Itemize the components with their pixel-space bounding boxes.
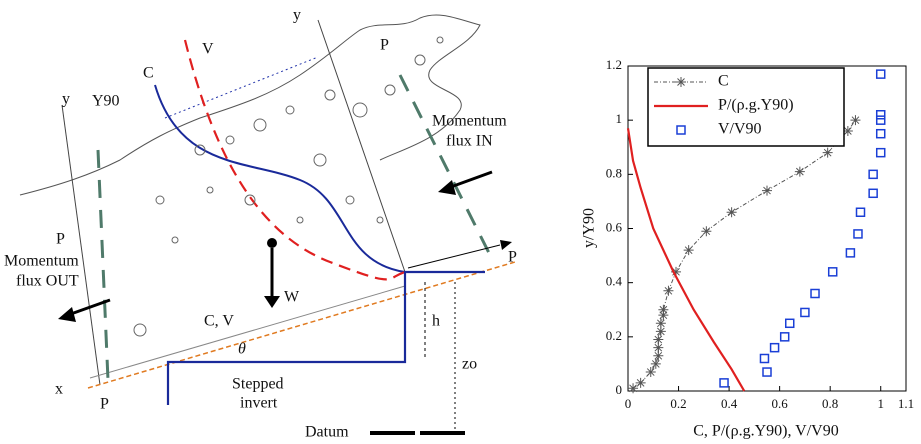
point	[846, 249, 854, 257]
point	[771, 344, 779, 352]
point	[720, 379, 728, 387]
y-tick-label: 0.8	[606, 165, 622, 180]
label: flux OUT	[16, 273, 79, 290]
label: Stepped	[232, 376, 284, 393]
point	[811, 290, 819, 298]
label: y	[293, 7, 301, 24]
x-tick-label: 0.8	[822, 396, 838, 411]
point	[869, 189, 877, 197]
point	[869, 170, 877, 178]
y-tick-label: 0.4	[606, 274, 623, 289]
arrow-head	[58, 307, 76, 322]
y-tick-label: 0.6	[606, 219, 623, 234]
figure: y y V C P P Y90 Momentum flux IN Momentu…	[0, 0, 921, 444]
label: W	[284, 289, 300, 306]
centroid	[267, 238, 277, 248]
point	[877, 116, 885, 124]
flux-in-arrow	[448, 172, 492, 188]
step	[168, 272, 485, 405]
label: h	[432, 313, 440, 330]
pressure-out	[98, 150, 108, 380]
point	[636, 378, 646, 388]
point	[656, 318, 666, 328]
label: Y90	[92, 93, 120, 110]
x-tick-label: 0.4	[721, 396, 738, 411]
point	[786, 319, 794, 327]
y-tick-label: 1	[616, 111, 623, 126]
point	[877, 130, 885, 138]
label: y	[62, 91, 70, 108]
label: invert	[240, 395, 278, 412]
series-line	[628, 128, 744, 391]
point	[823, 148, 833, 158]
arrow-head	[438, 180, 456, 195]
point	[684, 245, 694, 255]
y-axis-label: y/Y90	[581, 208, 598, 248]
x-tick-label: 1	[877, 396, 884, 411]
point	[658, 305, 668, 315]
legend-label: V/V90	[718, 121, 762, 138]
diagram-labels: y y V C P P Y90 Momentum flux IN Momentu…	[4, 7, 517, 441]
x-tick-label: 1.1	[898, 396, 914, 411]
label: P	[56, 231, 65, 248]
point	[663, 286, 673, 296]
label: Datum	[305, 424, 349, 441]
pressure-in	[400, 75, 490, 255]
point	[653, 335, 663, 345]
v-profile	[185, 40, 405, 279]
label: θ	[238, 341, 246, 358]
label: Momentum	[432, 113, 507, 130]
label: flux IN	[446, 133, 493, 150]
bed-line	[88, 262, 515, 388]
label: V	[202, 41, 214, 58]
diagram	[20, 15, 515, 433]
point	[760, 355, 768, 363]
free-surface	[20, 15, 480, 195]
y-tick-label: 0	[616, 382, 623, 397]
point	[763, 368, 771, 376]
x-tick-label: 0.6	[772, 396, 789, 411]
y-axis-right	[318, 20, 405, 272]
arrow-head	[264, 296, 280, 308]
x-axis-label: C, P/(ρ.g.Y90), V/V90	[693, 423, 838, 440]
point	[877, 149, 885, 157]
y-tick-label: 0.2	[606, 328, 622, 343]
point	[727, 207, 737, 217]
y-tick-label: 1.2	[606, 57, 622, 72]
label: x	[55, 381, 63, 398]
point	[781, 333, 789, 341]
label: C	[143, 65, 154, 82]
bed-line-2	[90, 286, 405, 378]
label: zo	[462, 356, 477, 373]
point	[801, 308, 809, 316]
x-tick-label: 0	[625, 396, 632, 411]
legend-marker	[676, 77, 686, 87]
label: P	[380, 37, 389, 54]
point	[628, 383, 638, 393]
legend-label: C	[718, 73, 729, 90]
point	[829, 268, 837, 276]
point	[762, 186, 772, 196]
point	[795, 167, 805, 177]
y90-line	[165, 57, 318, 118]
legend-label: P/(ρ.g.Y90)	[718, 97, 794, 114]
point	[651, 359, 661, 369]
x-tick-label: 0.2	[670, 396, 686, 411]
point	[646, 367, 656, 377]
label: Momentum	[4, 253, 79, 270]
label: P	[508, 249, 517, 266]
y-axis-left	[62, 105, 100, 385]
label: P	[100, 396, 109, 413]
point	[877, 111, 885, 119]
point	[854, 230, 862, 238]
c-profile	[155, 85, 405, 272]
point	[850, 115, 860, 125]
p-arrow	[408, 245, 500, 268]
point	[857, 208, 865, 216]
label: C, V	[204, 313, 234, 330]
chart: C, P/(ρ.g.Y90), V/V90 y/Y90 0 0.2 0.4 0.6 0.…	[581, 57, 914, 440]
point	[877, 70, 885, 78]
point	[701, 226, 711, 236]
